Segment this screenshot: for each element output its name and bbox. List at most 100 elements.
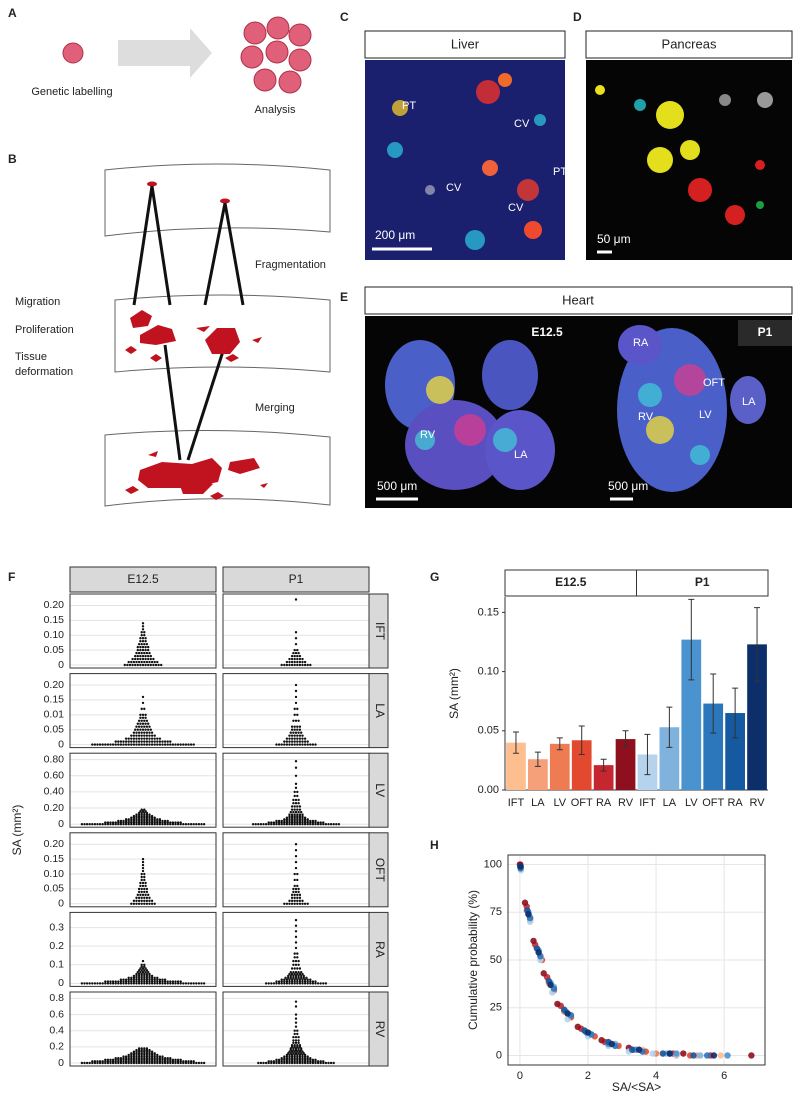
dot — [141, 663, 145, 667]
dot — [140, 808, 143, 811]
scale-label: 50 μm — [597, 232, 631, 246]
dot — [145, 890, 149, 894]
dot — [135, 740, 138, 743]
dot — [287, 974, 290, 978]
dot — [147, 654, 150, 658]
dot — [132, 1050, 136, 1053]
facet-frame — [69, 593, 217, 669]
dot — [292, 810, 295, 814]
error-bar — [666, 706, 673, 748]
dot — [91, 743, 94, 746]
caption: Genetic labelling — [31, 86, 112, 98]
dot — [298, 902, 302, 905]
point — [554, 1000, 561, 1008]
dot — [319, 821, 322, 824]
dot — [143, 982, 146, 985]
dot — [294, 774, 298, 777]
dot — [127, 743, 130, 746]
dot — [156, 740, 159, 743]
dot — [296, 713, 299, 717]
dot — [298, 808, 302, 811]
dot — [179, 743, 182, 746]
dot — [288, 902, 291, 905]
y-tick-label: 100 — [484, 858, 502, 870]
dot — [156, 980, 159, 983]
dot — [174, 980, 177, 983]
dot — [148, 902, 151, 905]
dot — [290, 978, 294, 981]
dot — [145, 982, 149, 985]
dot — [189, 1060, 193, 1063]
dot — [152, 657, 155, 661]
dot — [144, 884, 147, 888]
dot — [139, 654, 142, 658]
dot — [80, 982, 84, 985]
dot — [158, 818, 162, 821]
dot — [149, 663, 152, 667]
dot — [140, 980, 143, 983]
dot — [192, 823, 195, 826]
dot — [294, 1041, 298, 1045]
dot — [137, 976, 141, 980]
dot — [114, 740, 117, 743]
bar — [506, 742, 526, 790]
dot — [302, 976, 305, 980]
dot — [287, 1052, 290, 1055]
dot — [147, 648, 150, 652]
dot — [117, 980, 120, 983]
dot — [127, 740, 130, 743]
dot — [301, 978, 304, 981]
dot — [296, 972, 299, 976]
dot — [296, 808, 299, 811]
y-tick-label: 0.00 — [478, 784, 499, 796]
dot — [140, 972, 143, 976]
dot — [137, 899, 141, 903]
dot — [285, 737, 289, 740]
dot — [135, 974, 138, 978]
dot — [143, 875, 146, 879]
dot — [184, 823, 188, 826]
dot — [262, 1061, 265, 1065]
dot — [140, 978, 143, 981]
dot — [303, 980, 307, 983]
dot — [306, 818, 309, 821]
dot — [200, 823, 203, 826]
dot — [293, 956, 296, 959]
strip — [69, 566, 217, 593]
strip-label: RA — [373, 941, 387, 958]
dot — [158, 740, 162, 743]
dot — [124, 978, 128, 981]
dot — [127, 982, 130, 985]
dot — [141, 866, 145, 870]
x-tick-label: IFT — [639, 797, 656, 809]
dot — [288, 980, 291, 983]
dot — [298, 737, 302, 740]
bar — [659, 727, 680, 790]
dot — [280, 743, 283, 746]
dot — [289, 1047, 292, 1050]
point — [598, 1036, 605, 1044]
dot — [136, 663, 139, 667]
dot — [141, 639, 145, 643]
dot — [106, 982, 110, 985]
dot — [294, 974, 298, 978]
y-tick-label: 0.15 — [44, 614, 65, 626]
dot — [143, 719, 146, 722]
error-bar — [578, 725, 585, 755]
panel-label: H — [430, 838, 439, 852]
dot — [150, 982, 154, 985]
image-title: Liver — [451, 36, 480, 51]
y-tick-label: 0.40 — [44, 786, 65, 798]
dot — [197, 982, 201, 985]
x-tick-label: LV — [685, 797, 698, 809]
x-tick-label: RA — [727, 797, 743, 809]
dot — [140, 878, 143, 882]
dot — [324, 982, 328, 985]
dot — [163, 819, 167, 823]
dot — [200, 1061, 203, 1065]
strip-label: OFT — [373, 858, 387, 883]
dot — [288, 740, 291, 743]
dot — [293, 1029, 296, 1032]
dot — [290, 982, 294, 985]
dot — [141, 810, 145, 813]
